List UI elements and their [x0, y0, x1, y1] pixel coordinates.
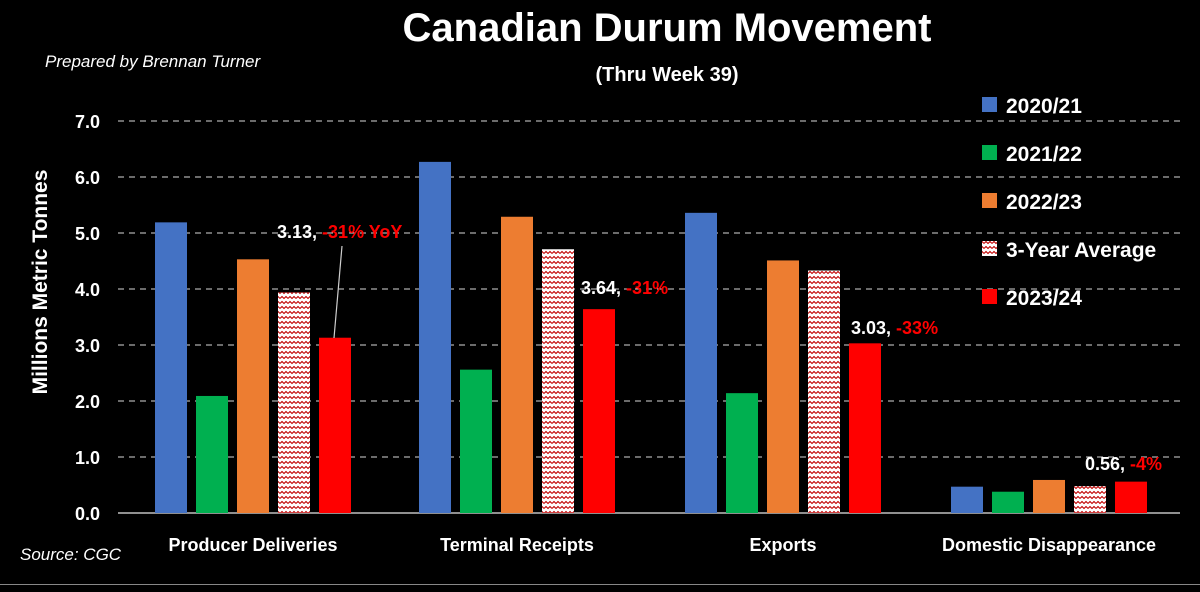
data-annotation: 3.13, -31% YoY	[277, 222, 402, 242]
bar-2023-24	[319, 337, 351, 513]
legend-swatch	[982, 193, 997, 208]
annotation-value: 0.56,	[1085, 454, 1130, 474]
bottom-divider	[0, 584, 1200, 585]
legend-label: 2021/22	[1006, 143, 1082, 166]
annotation-value: 3.64,	[581, 278, 626, 298]
annotation-change: -4%	[1130, 454, 1162, 474]
annotation-change: -31%	[626, 278, 668, 298]
y-tick-label: 2.0	[75, 392, 100, 412]
category-label: Domestic Disappearance	[942, 535, 1156, 555]
bar-2020-21	[419, 161, 451, 513]
legend-swatch	[982, 145, 997, 160]
category-label: Terminal Receipts	[440, 535, 594, 555]
y-tick-label: 0.0	[75, 504, 100, 524]
chart-title: Canadian Durum Movement	[402, 6, 932, 50]
category-labels: Producer Deliveries Terminal Receipts Expo…	[168, 535, 1156, 555]
data-annotation: 3.64, -31%	[581, 278, 668, 298]
bar-2022-23	[767, 260, 799, 513]
y-tick-label: 5.0	[75, 224, 100, 244]
y-tick-label: 1.0	[75, 448, 100, 468]
bar-2023-24	[849, 343, 881, 513]
bar-2021-22	[726, 393, 758, 513]
bar-3-year-average	[808, 270, 840, 513]
annotation-change: -33%	[896, 318, 938, 338]
bar-2022-23	[237, 259, 269, 513]
bar-3-year-average	[542, 249, 574, 514]
bar-2020-21	[685, 212, 717, 513]
category-label: Exports	[749, 535, 816, 555]
annotation-change: -31% YoY	[322, 222, 402, 242]
bar-2022-23	[1033, 479, 1065, 513]
chart-subtitle: (Thru Week 39)	[595, 64, 739, 86]
annotation-value: 3.13,	[277, 222, 322, 242]
y-tick-label: 4.0	[75, 280, 100, 300]
y-axis-label: Millions Metric Tonnes	[29, 170, 52, 395]
y-tick-label: 6.0	[75, 168, 100, 188]
bars	[155, 161, 1147, 514]
bar-2021-22	[460, 369, 492, 513]
legend-swatch	[982, 289, 997, 304]
legend-swatch	[982, 241, 997, 256]
bar-2020-21	[155, 222, 187, 514]
bar-3-year-average	[1074, 486, 1106, 513]
data-annotation: 0.56, -4%	[1085, 454, 1162, 474]
legend-swatch	[982, 97, 997, 112]
legend: 2020/21 2021/22 2022/23 3-Year Average 2023/…	[982, 95, 1156, 310]
annotations: 3.13, -31% YoY 3.64, -31% 3.03, -33% 0.56, …	[277, 222, 1162, 474]
annotation-leader-line	[333, 245, 343, 339]
y-tick-label: 3.0	[75, 336, 100, 356]
bar-2023-24	[1115, 481, 1147, 513]
legend-label: 3-Year Average	[1006, 239, 1156, 262]
legend-label: 2020/21	[1006, 95, 1082, 118]
bar-2023-24	[583, 309, 615, 513]
bar-2020-21	[951, 486, 983, 513]
legend-label: 2023/24	[1006, 287, 1082, 310]
credit-text: Prepared by Brennan Turner	[45, 52, 261, 71]
source-text: Source: CGC	[20, 545, 122, 564]
bar-3-year-average	[278, 292, 310, 513]
bar-2022-23	[501, 216, 533, 513]
data-annotation: 3.03, -33%	[851, 318, 938, 338]
legend-label: 2022/23	[1006, 191, 1082, 214]
y-tick-label: 7.0	[75, 112, 100, 132]
bar-2021-22	[196, 395, 228, 513]
category-label: Producer Deliveries	[168, 535, 337, 555]
bar-2021-22	[992, 491, 1024, 513]
annotation-value: 3.03,	[851, 318, 896, 338]
